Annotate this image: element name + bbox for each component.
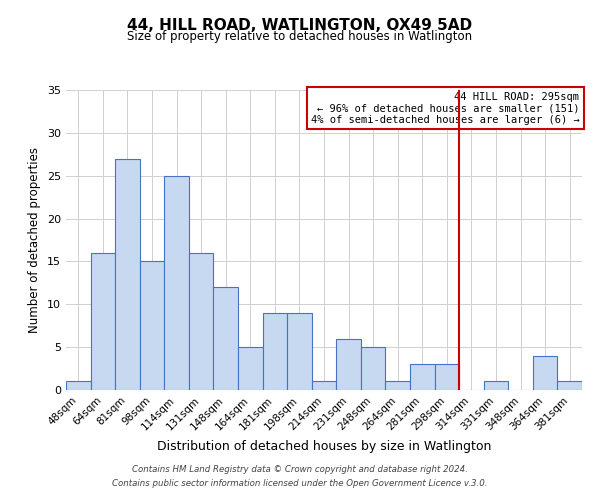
Bar bbox=[115, 158, 140, 390]
Bar bbox=[189, 253, 214, 390]
Bar bbox=[66, 382, 91, 390]
Bar bbox=[361, 347, 385, 390]
Bar bbox=[140, 262, 164, 390]
Bar bbox=[557, 382, 582, 390]
X-axis label: Distribution of detached houses by size in Watlington: Distribution of detached houses by size … bbox=[157, 440, 491, 453]
Bar bbox=[533, 356, 557, 390]
Bar bbox=[410, 364, 434, 390]
Bar bbox=[312, 382, 336, 390]
Bar bbox=[263, 313, 287, 390]
Y-axis label: Number of detached properties: Number of detached properties bbox=[28, 147, 41, 333]
Bar bbox=[91, 253, 115, 390]
Text: Size of property relative to detached houses in Watlington: Size of property relative to detached ho… bbox=[127, 30, 473, 43]
Bar bbox=[385, 382, 410, 390]
Bar bbox=[214, 287, 238, 390]
Bar bbox=[287, 313, 312, 390]
Bar bbox=[336, 338, 361, 390]
Bar bbox=[164, 176, 189, 390]
Text: 44 HILL ROAD: 295sqm
← 96% of detached houses are smaller (151)
4% of semi-detac: 44 HILL ROAD: 295sqm ← 96% of detached h… bbox=[311, 92, 580, 124]
Bar bbox=[484, 382, 508, 390]
Text: Contains HM Land Registry data © Crown copyright and database right 2024.
Contai: Contains HM Land Registry data © Crown c… bbox=[112, 466, 488, 487]
Text: 44, HILL ROAD, WATLINGTON, OX49 5AD: 44, HILL ROAD, WATLINGTON, OX49 5AD bbox=[127, 18, 473, 32]
Bar bbox=[434, 364, 459, 390]
Bar bbox=[238, 347, 263, 390]
